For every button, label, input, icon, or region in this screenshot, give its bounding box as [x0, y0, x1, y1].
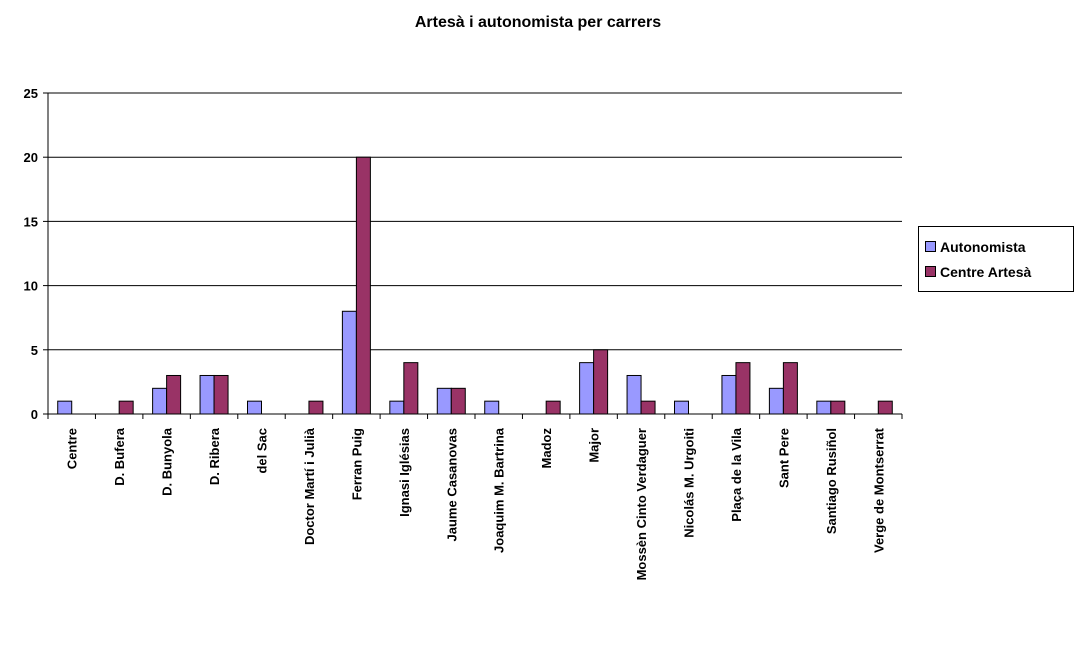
- x-category-label: Madoz: [539, 428, 554, 469]
- bar-autonomista: [247, 400, 262, 415]
- x-category-label: Major: [587, 428, 602, 463]
- legend-item-autonomista: Autonomista: [925, 234, 1073, 259]
- bar-centre-artesa: [735, 362, 751, 415]
- x-category-label: Nicolás M. Urgoiti: [682, 428, 697, 538]
- axes: [43, 92, 903, 419]
- bar-autonomista: [626, 374, 642, 415]
- y-tick-label: 5: [31, 343, 38, 358]
- bar-centre-artesa: [355, 156, 371, 415]
- x-category-label: Joaquim M. Bartrina: [492, 427, 507, 553]
- legend: Autonomista Centre Artesà: [918, 226, 1074, 292]
- x-category-label: Ferran Puig: [349, 428, 364, 500]
- x-category-label: D. Bunyola: [160, 427, 175, 496]
- x-category-label: D. Bufera: [112, 427, 127, 486]
- x-category-label: Doctor Martí i Julià: [302, 427, 317, 545]
- x-category-label: Mossèn Cinto Verdaguer: [634, 428, 649, 580]
- x-category-label: Ignasi Iglésias: [397, 428, 412, 517]
- bar-centre-artesa: [166, 374, 182, 415]
- y-tick-label: 10: [24, 279, 38, 294]
- legend-swatch-centre-artesa: [925, 266, 936, 277]
- bar-centre-artesa: [308, 400, 324, 415]
- x-category-label: del Sac: [255, 428, 270, 474]
- bar-centre-artesa: [450, 387, 466, 415]
- bar-autonomista: [768, 387, 784, 415]
- bar-autonomista: [484, 400, 500, 415]
- legend-swatch-autonomista: [925, 241, 936, 252]
- bar-centre-artesa: [877, 400, 893, 415]
- legend-item-centre-artesa: Centre Artesà: [925, 259, 1073, 284]
- y-tick-label: 25: [24, 86, 38, 101]
- x-category-label: Centre: [65, 428, 80, 469]
- bar-autonomista: [436, 387, 452, 415]
- grid-lines: [48, 92, 902, 351]
- bar-centre-artesa: [782, 362, 798, 415]
- y-tick-label: 15: [24, 214, 38, 229]
- x-category-label: Plaça de la Vila: [729, 427, 744, 521]
- bar-autonomista: [674, 400, 689, 415]
- bar-centre-artesa: [118, 400, 134, 415]
- bar-autonomista: [579, 362, 595, 415]
- bar-autonomista: [152, 387, 168, 415]
- legend-label-centre-artesa: Centre Artesà: [940, 263, 1032, 280]
- bar-autonomista: [199, 374, 215, 415]
- legend-label-autonomista: Autonomista: [940, 238, 1026, 255]
- labels: 0 5 10 15 20 25 Centre D. Bufera D. Bunyola D. Ri…: [24, 86, 887, 580]
- bar-centre-artesa: [830, 400, 846, 415]
- bar-centre-artesa: [213, 374, 229, 415]
- y-tick-label: 0: [31, 407, 38, 422]
- bar-autonomista: [816, 400, 832, 415]
- bar-centre-artesa: [593, 349, 609, 415]
- x-category-label: Verge de Montserrat: [871, 427, 886, 553]
- bar-centre-artesa: [545, 400, 561, 415]
- bar-autonomista: [721, 374, 737, 415]
- bar-centre-artesa: [403, 362, 419, 415]
- x-category-label: Santiago Rusiñol: [824, 428, 839, 534]
- bar-autonomista: [341, 310, 357, 415]
- x-category-label: Sant Pere: [776, 428, 791, 488]
- chart-title: Artesà i autonomista per carrers: [414, 14, 662, 31]
- x-category-label: D. Ribera: [207, 427, 222, 485]
- bar-autonomista: [389, 400, 405, 415]
- x-category-label: Jaume Casanovas: [444, 428, 459, 541]
- bar-autonomista: [57, 400, 73, 415]
- y-tick-label: 20: [24, 150, 38, 165]
- bar-centre-artesa: [640, 400, 656, 415]
